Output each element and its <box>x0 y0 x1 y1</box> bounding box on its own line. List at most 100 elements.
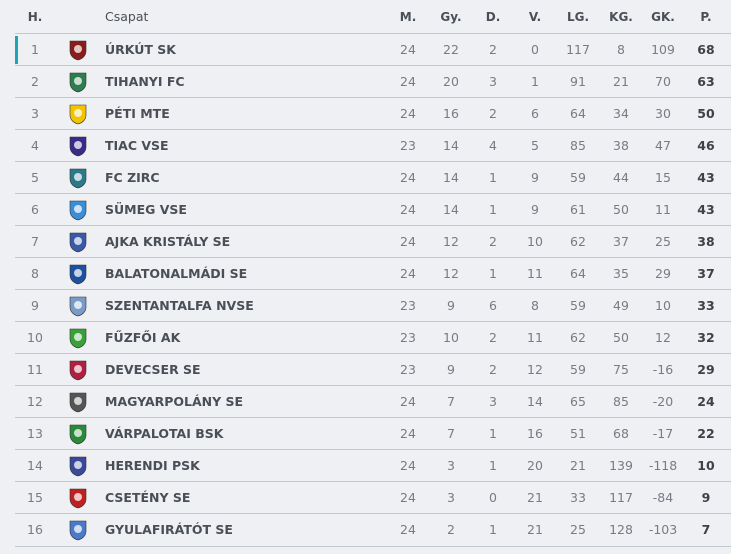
position: 13 <box>27 426 43 441</box>
position: 11 <box>27 362 43 377</box>
team-name[interactable]: VÁRPALOTAI BSK <box>105 426 224 441</box>
stat-points: 9 <box>701 490 711 505</box>
team-name[interactable]: MAGYARPOLÁNY SE <box>105 394 244 409</box>
stat-won: 9 <box>447 362 455 377</box>
table-row[interactable]: 12 MAGYARPOLÁNY SE 24 7 3 14 65 85 -20 24 <box>15 385 731 418</box>
stat-drawn: 3 <box>489 394 497 409</box>
team-name[interactable]: AJKA KRISTÁLY SE <box>105 234 231 249</box>
stat-points: 43 <box>697 202 715 217</box>
stat-ga: 44 <box>613 170 629 185</box>
team-logo-icon <box>69 296 87 317</box>
team-name[interactable]: FC ZIRC <box>105 170 160 185</box>
stat-ga: 128 <box>609 522 633 537</box>
stat-drawn: 2 <box>489 106 497 121</box>
table-row[interactable]: 10 FŰZFŐI AK 23 10 2 11 62 50 12 32 <box>15 321 731 354</box>
stat-played: 24 <box>400 42 416 57</box>
stat-lost: 9 <box>531 202 539 217</box>
table-row[interactable]: 15 CSETÉNY SE 24 3 0 21 33 117 -84 9 <box>15 481 731 514</box>
stat-gd: -103 <box>648 522 678 537</box>
table-row[interactable]: 3 PÉTI MTE 24 16 2 6 64 34 30 50 <box>15 97 731 130</box>
stat-gd: 25 <box>655 234 671 249</box>
team-logo-icon <box>69 136 87 157</box>
team-name[interactable]: SÜMEG VSE <box>105 202 187 217</box>
team-logo-icon <box>69 200 87 221</box>
stat-played: 24 <box>400 266 416 281</box>
stat-gd: 11 <box>655 202 671 217</box>
stat-drawn: 4 <box>489 138 497 153</box>
stat-ga: 37 <box>613 234 629 249</box>
team-name[interactable]: HERENDI PSK <box>105 458 200 473</box>
stat-drawn: 1 <box>489 202 497 217</box>
stat-gf: 33 <box>570 490 586 505</box>
stat-ga: 139 <box>609 458 633 473</box>
stat-points: 50 <box>697 106 715 121</box>
team-logo-icon <box>69 168 87 189</box>
team-name[interactable]: ÚRKÚT SK <box>105 42 176 57</box>
table-row[interactable]: 14 HERENDI PSK 24 3 1 20 21 139 -118 10 <box>15 449 731 482</box>
header-played: M. <box>399 10 417 24</box>
stat-points: 7 <box>701 522 711 537</box>
stat-drawn: 2 <box>489 42 497 57</box>
team-logo-icon <box>69 264 87 285</box>
team-name[interactable]: CSETÉNY SE <box>105 490 191 505</box>
stat-gd: 47 <box>655 138 671 153</box>
position: 2 <box>31 74 39 89</box>
team-logo-icon <box>69 72 87 93</box>
stat-lost: 9 <box>531 170 539 185</box>
stat-points: 32 <box>697 330 715 345</box>
stat-gf: 91 <box>570 74 586 89</box>
stat-gf: 59 <box>570 362 586 377</box>
stat-played: 23 <box>400 362 416 377</box>
table-row[interactable]: 7 AJKA KRISTÁLY SE 24 12 2 10 62 37 25 38 <box>15 225 731 258</box>
stat-points: 10 <box>697 458 715 473</box>
header-goal-difference: GK. <box>651 10 675 24</box>
stat-gd: 70 <box>655 74 671 89</box>
table-row[interactable]: 2 TIHANYI FC 24 20 3 1 91 21 70 63 <box>15 65 731 98</box>
stat-drawn: 6 <box>489 298 497 313</box>
stat-drawn: 3 <box>489 74 497 89</box>
position: 3 <box>31 106 39 121</box>
stat-gf: 59 <box>570 170 586 185</box>
stat-played: 23 <box>400 330 416 345</box>
table-header: H. Csapat M. Gy. D. V. LG. KG. GK. P. <box>15 1 731 33</box>
team-name[interactable]: FŰZFŐI AK <box>105 330 181 345</box>
stat-gf: 62 <box>570 330 586 345</box>
team-name[interactable]: TIAC VSE <box>105 138 169 153</box>
stat-played: 24 <box>400 490 416 505</box>
team-name[interactable]: SZENTANTALFA NVSE <box>105 298 254 313</box>
position: 4 <box>31 138 39 153</box>
stat-ga: 85 <box>613 394 629 409</box>
stat-ga: 38 <box>613 138 629 153</box>
position: 6 <box>31 202 39 217</box>
team-name[interactable]: TIHANYI FC <box>105 74 185 89</box>
table-row[interactable]: 6 SÜMEG VSE 24 14 1 9 61 50 11 43 <box>15 193 731 226</box>
position: 15 <box>27 490 43 505</box>
table-row[interactable]: 13 VÁRPALOTAI BSK 24 7 1 16 51 68 -17 22 <box>15 417 731 450</box>
stat-ga: 34 <box>613 106 629 121</box>
team-name[interactable]: GYULAFIRÁTÓT SE <box>105 522 233 537</box>
position: 7 <box>31 234 39 249</box>
stat-played: 24 <box>400 394 416 409</box>
header-goals-for: LG. <box>566 10 590 24</box>
table-row[interactable]: 4 TIAC VSE 23 14 4 5 85 38 47 46 <box>15 129 731 162</box>
stat-lost: 21 <box>527 522 543 537</box>
stat-points: 63 <box>697 74 715 89</box>
stat-won: 14 <box>443 170 459 185</box>
stat-played: 23 <box>400 138 416 153</box>
team-name[interactable]: PÉTI MTE <box>105 106 170 121</box>
stat-points: 22 <box>697 426 715 441</box>
stat-gd: 29 <box>655 266 671 281</box>
stat-points: 33 <box>697 298 715 313</box>
table-row[interactable]: 8 BALATONALMÁDI SE 24 12 1 11 64 35 29 37 <box>15 257 731 290</box>
stat-lost: 0 <box>531 42 539 57</box>
stat-gf: 59 <box>570 298 586 313</box>
team-name[interactable]: BALATONALMÁDI SE <box>105 266 248 281</box>
table-row[interactable]: 9 SZENTANTALFA NVSE 23 9 6 8 59 49 10 33 <box>15 289 731 322</box>
table-row[interactable]: 5 FC ZIRC 24 14 1 9 59 44 15 43 <box>15 161 731 194</box>
team-name[interactable]: DEVECSER SE <box>105 362 201 377</box>
stat-gf: 85 <box>570 138 586 153</box>
stat-drawn: 1 <box>489 458 497 473</box>
table-row[interactable]: 16 GYULAFIRÁTÓT SE 24 2 1 21 25 128 -103 7 <box>15 513 731 547</box>
table-row[interactable]: 1 ÚRKÚT SK 24 22 2 0 117 8 109 68 <box>15 33 731 66</box>
table-row[interactable]: 11 DEVECSER SE 23 9 2 12 59 75 -16 29 <box>15 353 731 386</box>
